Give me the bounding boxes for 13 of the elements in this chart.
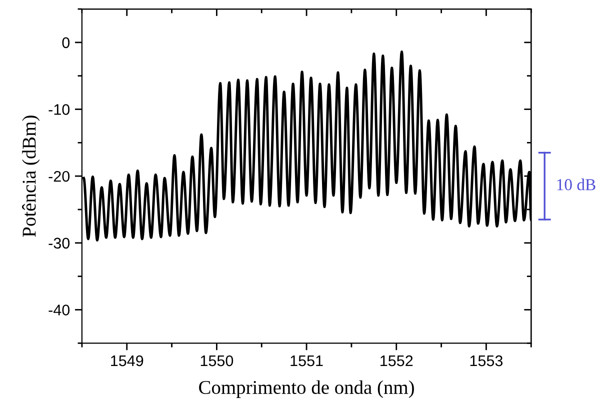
x-tick-label: 1549 [111,355,144,366]
x-tick-label: 1552 [380,355,413,366]
x-tick-label: 1551 [290,356,323,366]
x-axis-title: Comprimento de onda (nm) [199,380,414,398]
y-tick-label: 0 [62,37,70,48]
y-tick-label: -20 [48,170,70,182]
y-tick-label: -40 [48,304,70,316]
x-tick-label: 1553 [470,355,503,366]
x-tick-label: 1550 [200,355,234,366]
text: 10 dB [557,178,596,190]
y-tick-label: -10 [48,104,70,115]
y-axis-title: Potência (dBm) [22,116,40,237]
y-tick-label: -30 [48,238,70,249]
